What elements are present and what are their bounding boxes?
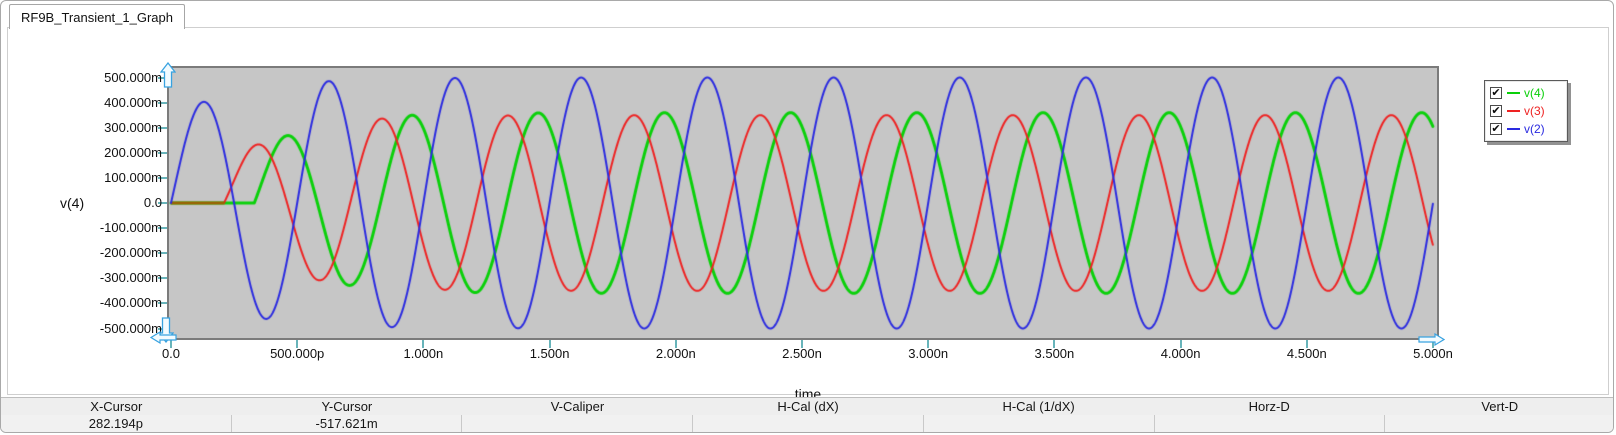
legend-label: v(3): [1524, 104, 1545, 118]
x-tick-label: 500.000p: [270, 346, 325, 361]
x-tick: [674, 340, 677, 348]
legend-checkbox[interactable]: ✔: [1490, 123, 1502, 135]
x-tick: [296, 340, 299, 348]
y-tick-label: -500.000m: [99, 320, 162, 336]
x-tick-label: 3.500n: [1034, 346, 1075, 361]
status-column-value: -517.621m: [230, 415, 462, 432]
status-column-header: Vert-D: [1481, 399, 1519, 414]
legend-item: ✔ v(2): [1490, 121, 1562, 137]
legend-box: ✔ v(4) ✔ v(3) ✔ v(2): [1484, 80, 1568, 142]
y-tick-label: 200.000m: [104, 144, 162, 160]
y-tick-label: 500.000m: [104, 69, 162, 85]
y-tick-label: -400.000m: [99, 295, 162, 311]
x-tick-label: 4.500n: [1286, 346, 1327, 361]
legend-item: ✔ v(4): [1490, 85, 1562, 101]
legend-color-dash-icon: [1507, 128, 1520, 130]
y-tick: [158, 101, 167, 104]
y-tick-label: -100.000m: [99, 220, 162, 236]
x-tick: [170, 340, 172, 348]
x-tick: [1179, 340, 1182, 348]
y-tick-label: -300.000m: [99, 270, 162, 286]
status-column-value: 282.194p: [88, 416, 143, 431]
y-tick: [158, 302, 167, 305]
y-tick: [158, 252, 167, 255]
x-tick: [1305, 340, 1308, 348]
x-tick: [422, 340, 425, 348]
status-column-header: X-Cursor: [90, 399, 143, 414]
tab-label: RF9B_Transient_1_Graph: [21, 9, 173, 25]
y-tick: [158, 227, 167, 230]
y-tick: [158, 126, 167, 129]
y-tick-label: 400.000m: [104, 94, 162, 110]
legend-item: ✔ v(3): [1490, 103, 1562, 119]
legend-label: v(4): [1524, 86, 1545, 100]
status-column-header: Y-Cursor: [321, 399, 373, 414]
status-column-value: [1153, 415, 1385, 432]
x-tick-label: 1.500n: [529, 346, 570, 361]
x-tick: [801, 340, 803, 348]
x-tick: [1432, 340, 1434, 348]
y-tick: [158, 76, 167, 79]
status-column-header: V-Caliper: [550, 399, 605, 414]
y-tick: [158, 151, 167, 154]
x-tick: [548, 340, 551, 348]
y-tick-label: -200.000m: [99, 245, 162, 261]
status-column-value: [461, 415, 692, 432]
status-column-header: Horz-D: [1248, 399, 1290, 414]
x-tick-label: 5.000n: [1413, 346, 1453, 361]
x-tick-label: 0.0: [161, 346, 181, 361]
plot-area[interactable]: [167, 66, 1439, 340]
legend-color-dash-icon: [1507, 92, 1520, 94]
legend-checkbox[interactable]: ✔: [1490, 105, 1502, 117]
status-bar-values: 282.194p -517.621m: [1, 415, 1613, 432]
status-column-value: [1384, 415, 1613, 432]
y-tick-label: 100.000m: [104, 169, 162, 185]
status-column-header: H-Cal (dX): [777, 399, 839, 414]
x-tick-label: 4.000n: [1160, 346, 1201, 361]
x-tick-label: 3.000n: [908, 346, 949, 361]
y-tick: [158, 277, 167, 280]
x-axis-left-handle-icon[interactable]: [150, 331, 177, 344]
status-column-header: H-Cal (1/dX): [1002, 399, 1075, 414]
legend-checkbox[interactable]: ✔: [1490, 87, 1502, 99]
x-tick-label: 1.000n: [403, 346, 444, 361]
x-tick-label: 2.000n: [655, 346, 696, 361]
y-axis-title: v(4): [60, 195, 85, 211]
y-tick: [158, 176, 167, 179]
x-tick: [927, 340, 930, 348]
legend-label: v(2): [1524, 122, 1545, 136]
status-column-value: [922, 415, 1154, 432]
status-column-value: [692, 415, 923, 432]
x-tick-label: 2.500n: [782, 346, 822, 361]
x-axis-right-handle-icon[interactable]: [1418, 333, 1445, 346]
legend-color-dash-icon: [1507, 110, 1520, 112]
waveform-canvas[interactable]: [169, 68, 1437, 338]
status-bar-header: X-Cursor Y-Cursor V-Caliper H-Cal (dX) H-Cal…: [1, 397, 1613, 416]
y-tick-label: 0.0: [143, 195, 162, 210]
y-tick: [158, 202, 167, 204]
graph-panel: 500.000m 400.000m 300.000m 200.000m 100.000m…: [7, 27, 1609, 402]
y-axis-top-handle-icon[interactable]: [160, 62, 176, 88]
tab-graph[interactable]: RF9B_Transient_1_Graph: [9, 4, 185, 29]
y-tick-label: 300.000m: [104, 119, 162, 135]
x-tick: [1053, 340, 1056, 348]
